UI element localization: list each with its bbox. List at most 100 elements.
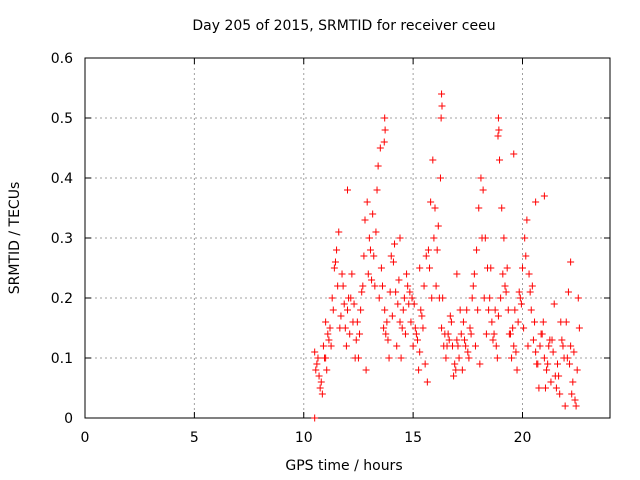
data-point	[451, 360, 459, 368]
data-point	[457, 330, 465, 338]
data-point	[441, 330, 449, 338]
data-point	[511, 306, 519, 314]
data-point	[555, 372, 563, 380]
data-point	[420, 282, 428, 290]
data-point	[416, 264, 424, 272]
data-point	[381, 114, 389, 122]
data-point	[389, 258, 397, 266]
data-point	[396, 318, 404, 326]
data-point	[557, 318, 565, 326]
data-point	[515, 288, 523, 296]
data-point	[495, 126, 503, 134]
data-point	[468, 294, 476, 302]
data-point	[494, 114, 502, 122]
data-point	[445, 336, 453, 344]
data-point	[517, 300, 525, 308]
data-point	[450, 372, 458, 380]
data-point	[498, 204, 506, 212]
data-point	[396, 234, 404, 242]
data-point	[429, 156, 437, 164]
data-point	[362, 366, 370, 374]
data-point	[387, 252, 395, 260]
data-point	[536, 342, 544, 350]
data-point	[399, 306, 407, 314]
data-point	[401, 330, 409, 338]
data-point	[535, 384, 543, 392]
data-point	[328, 294, 336, 302]
data-point	[419, 324, 427, 332]
data-point	[426, 264, 434, 272]
chart-title: Day 205 of 2015, SRMTID for receiver cee…	[192, 18, 495, 34]
data-point	[453, 270, 461, 278]
data-point	[482, 330, 490, 338]
data-point	[540, 192, 548, 200]
data-point	[571, 396, 579, 404]
data-point	[344, 306, 351, 314]
data-point	[485, 306, 493, 314]
data-point	[418, 312, 426, 320]
x-tick-label: 10	[295, 430, 313, 446]
data-point	[572, 402, 580, 410]
data-point	[558, 336, 566, 344]
data-point	[521, 234, 529, 242]
data-point	[453, 336, 461, 344]
data-point	[567, 342, 575, 350]
data-point	[525, 270, 533, 278]
data-point	[433, 246, 441, 254]
data-point	[487, 264, 495, 272]
y-tick-labels: 0 0.1 0.2 0.3 0.4 0.5 0.6	[51, 51, 73, 427]
data-point	[412, 330, 420, 338]
data-point	[438, 102, 446, 110]
data-point	[340, 300, 348, 308]
data-point	[329, 306, 337, 314]
data-point	[385, 354, 393, 362]
data-point	[348, 270, 356, 278]
data-point	[513, 366, 521, 374]
data-point	[478, 234, 486, 242]
data-point	[403, 270, 411, 278]
data-point	[439, 294, 447, 302]
data-point	[564, 288, 572, 296]
data-point	[311, 348, 319, 356]
data-point	[438, 324, 446, 332]
y-tick-label: 0.3	[51, 231, 73, 247]
data-point	[546, 336, 554, 344]
data-point	[574, 294, 582, 302]
data-point	[464, 348, 472, 356]
data-point	[365, 234, 373, 242]
data-point	[437, 114, 445, 122]
data-point	[336, 324, 344, 332]
data-point	[489, 336, 497, 344]
data-point	[315, 372, 323, 380]
data-point	[380, 138, 388, 146]
data-point	[391, 240, 399, 248]
data-point	[377, 264, 385, 272]
data-point	[509, 324, 517, 332]
data-point	[346, 330, 354, 338]
data-point	[493, 354, 501, 362]
y-tick-label: 0.1	[51, 351, 73, 367]
data-point	[424, 246, 432, 254]
data-point	[327, 342, 335, 350]
data-point	[447, 318, 455, 326]
data-point	[415, 366, 423, 374]
data-point	[335, 228, 343, 236]
data-point	[388, 312, 396, 320]
data-point	[533, 360, 541, 368]
data-point	[575, 324, 583, 332]
data-point	[357, 306, 365, 314]
data-point	[351, 354, 359, 362]
data-point	[543, 366, 551, 374]
data-point	[358, 288, 366, 296]
data-point	[359, 282, 367, 290]
y-tick-label: 0.5	[51, 111, 73, 127]
data-point	[528, 282, 536, 290]
data-point	[480, 294, 488, 302]
data-point	[325, 336, 333, 344]
data-point	[524, 342, 532, 350]
data-point	[374, 162, 382, 170]
data-point	[344, 186, 351, 194]
data-point	[454, 342, 462, 350]
data-point	[423, 378, 431, 386]
data-point	[330, 264, 338, 272]
